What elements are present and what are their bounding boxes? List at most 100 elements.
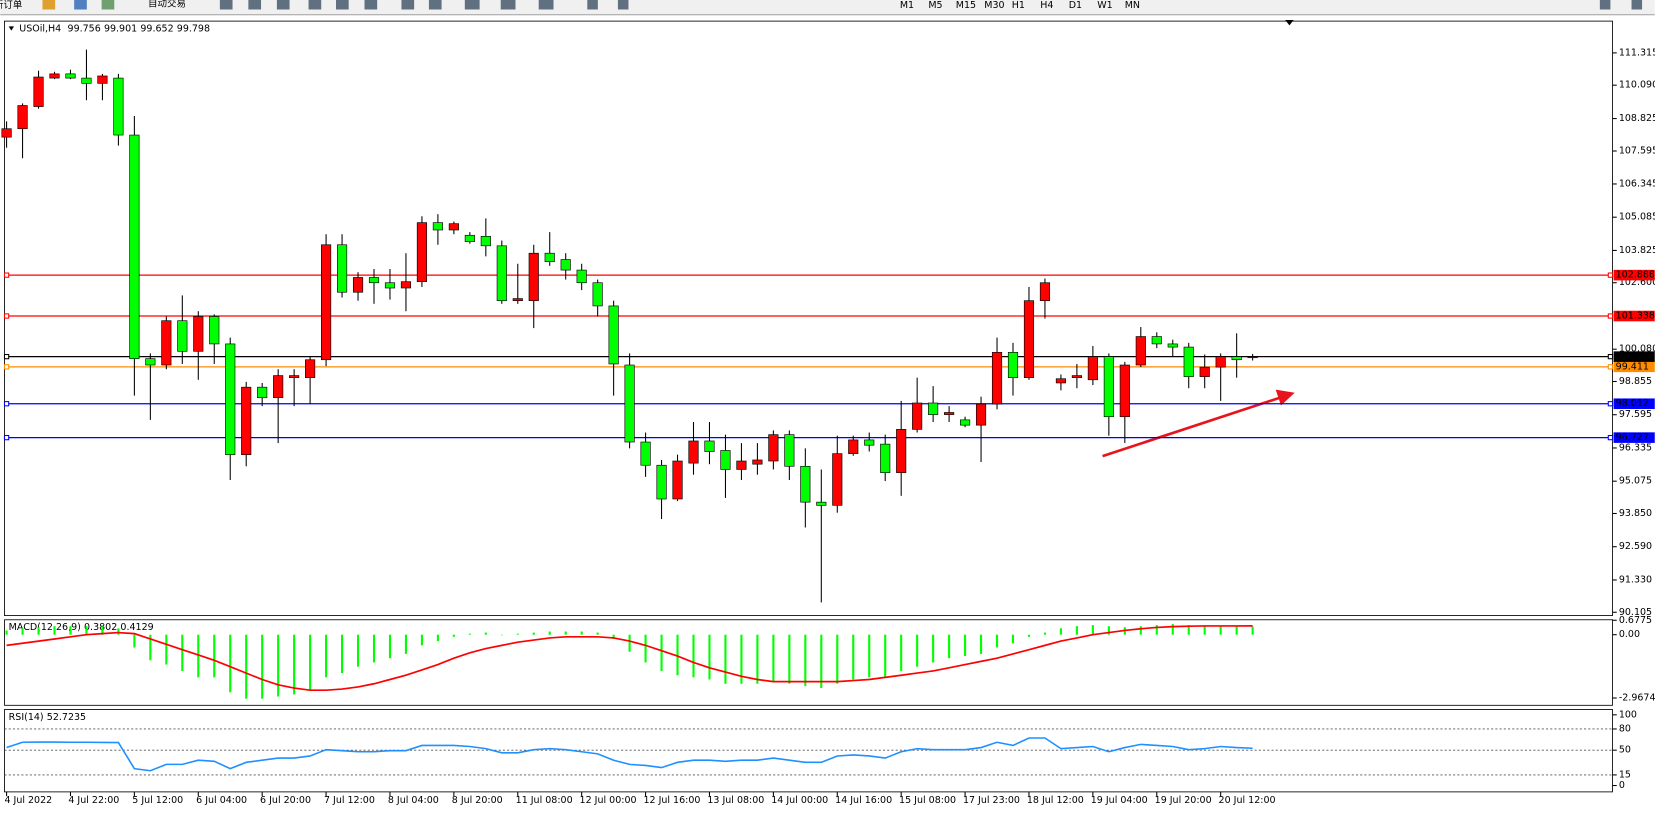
y-tick-label: 80 [1619, 723, 1631, 734]
toolbar-icon[interactable] [219, 0, 233, 10]
candle-body [896, 429, 907, 473]
macd-bar [1155, 625, 1158, 635]
toolbar-icon[interactable] [500, 0, 516, 10]
macd-bar [964, 634, 967, 657]
toolbar-icon[interactable] [428, 0, 442, 10]
candle-body [544, 252, 555, 262]
toolbar-icon [42, 0, 56, 10]
toolbar-icon[interactable] [617, 0, 629, 10]
timeframe-button[interactable]: M1 [900, 0, 914, 11]
candle-body [1007, 352, 1019, 378]
macd-bar [181, 634, 184, 671]
macd-bar [340, 634, 344, 674]
toolbar-icon[interactable] [276, 0, 290, 10]
candle-body [336, 244, 348, 293]
rsi-value: 52.7235 [47, 711, 86, 722]
auto-trade-button[interactable]: 自动交易 [148, 0, 186, 10]
macd-bar [1011, 634, 1015, 644]
macd-bar [452, 634, 455, 637]
toolbar-icon[interactable] [336, 0, 349, 10]
toolbar-icon[interactable] [587, 0, 598, 10]
timeframe-button[interactable]: M30 [984, 0, 1004, 11]
timeframe-button[interactable]: MN [1125, 0, 1140, 11]
macd-bar [372, 634, 376, 663]
candle-body [672, 460, 683, 500]
symbol-menu[interactable] [8, 26, 14, 31]
x-tick-label: 12 Jul 00:00 [580, 795, 637, 806]
candle-body [912, 402, 923, 430]
candle-body [17, 105, 28, 130]
macd-bar [1043, 632, 1047, 635]
x-tick-label: 4 Jul 22:00 [68, 795, 119, 806]
y-tick-label: 0.6775 [1619, 615, 1652, 626]
candle-body [688, 440, 699, 464]
macd-bar [420, 634, 423, 646]
toolbar-icon[interactable] [538, 0, 554, 10]
macd-bar [932, 634, 935, 663]
candle-body [1183, 346, 1194, 377]
macd-bar [213, 634, 216, 678]
timeframe-button[interactable]: D1 [1069, 0, 1082, 11]
candle-body [975, 403, 987, 426]
toolbar-icon[interactable] [248, 0, 262, 10]
high-value: 99.901 [104, 23, 137, 34]
macd-bar [804, 634, 807, 686]
open-value: 99.756 [68, 23, 101, 34]
level-marker [3, 353, 10, 360]
y-tick-label: 100 [1619, 709, 1637, 720]
macd-bar [436, 634, 439, 642]
x-tick-label: 18 Jul 12:00 [1027, 795, 1084, 806]
toolbar-icon[interactable] [1599, 0, 1611, 10]
macd-bar [628, 634, 631, 652]
x-tick-label: 6 Jul 04:00 [196, 795, 247, 806]
macd-label: MACD(12,26,9) [9, 622, 81, 633]
candle-body [1087, 356, 1098, 381]
toolbar-icon[interactable] [1631, 0, 1643, 10]
x-tick-label: 19 Jul 04:00 [1091, 795, 1148, 806]
candle-body [848, 439, 859, 454]
toolbar-icon[interactable] [464, 0, 480, 10]
macd-bar [708, 634, 711, 680]
timeframe-button[interactable]: M5 [928, 0, 942, 11]
rsi-header: RSI(14) 52.7235 [9, 711, 86, 722]
macd-bar [724, 634, 727, 684]
y-tick-label: 110.090 [1619, 80, 1655, 91]
timeframe-button[interactable]: M15 [956, 0, 976, 11]
timeframe-button[interactable]: W1 [1097, 0, 1112, 11]
macd-bar [644, 634, 647, 663]
price-label: 101.338 [1616, 311, 1655, 322]
macd-bar [261, 634, 264, 699]
y-tick-label: 106.345 [1619, 178, 1655, 189]
toolbar-icon[interactable] [401, 0, 415, 10]
price-label: 98.012 [1616, 398, 1649, 409]
symbol: USOil,H4 [19, 23, 61, 34]
macd-bar [388, 634, 392, 659]
macd-bar [133, 634, 136, 648]
toolbar-icon[interactable] [364, 0, 378, 10]
candle-body [177, 320, 188, 352]
macd-bar [229, 634, 232, 693]
candle-body [65, 73, 76, 79]
x-tick-label: 17 Jul 23:00 [963, 795, 1020, 806]
price-label-box [1613, 269, 1655, 281]
chart-header: USOil,H4 99.756 99.901 99.652 99.798 [19, 23, 210, 34]
timeframe-button[interactable]: H4 [1040, 0, 1053, 11]
new-order-button[interactable]: 新订单 [0, 0, 23, 11]
candle-body [225, 343, 236, 456]
macd-bar [484, 632, 487, 635]
candle-body [576, 269, 587, 284]
candle-body [273, 375, 284, 399]
macd-bar [5, 630, 8, 635]
candle-body [416, 222, 427, 282]
candle-body [1039, 282, 1051, 301]
x-tick-label: 8 Jul 04:00 [388, 795, 439, 806]
rsi-line [6, 737, 1253, 772]
macd-bar [612, 634, 615, 639]
toolbar-icon[interactable] [308, 0, 322, 10]
macd-bar [596, 632, 599, 635]
timeframe-button[interactable]: H1 [1012, 0, 1025, 11]
x-tick-label: 6 Jul 20:00 [260, 795, 311, 806]
macd-bar [1187, 625, 1190, 635]
price-label-box [1613, 351, 1655, 362]
